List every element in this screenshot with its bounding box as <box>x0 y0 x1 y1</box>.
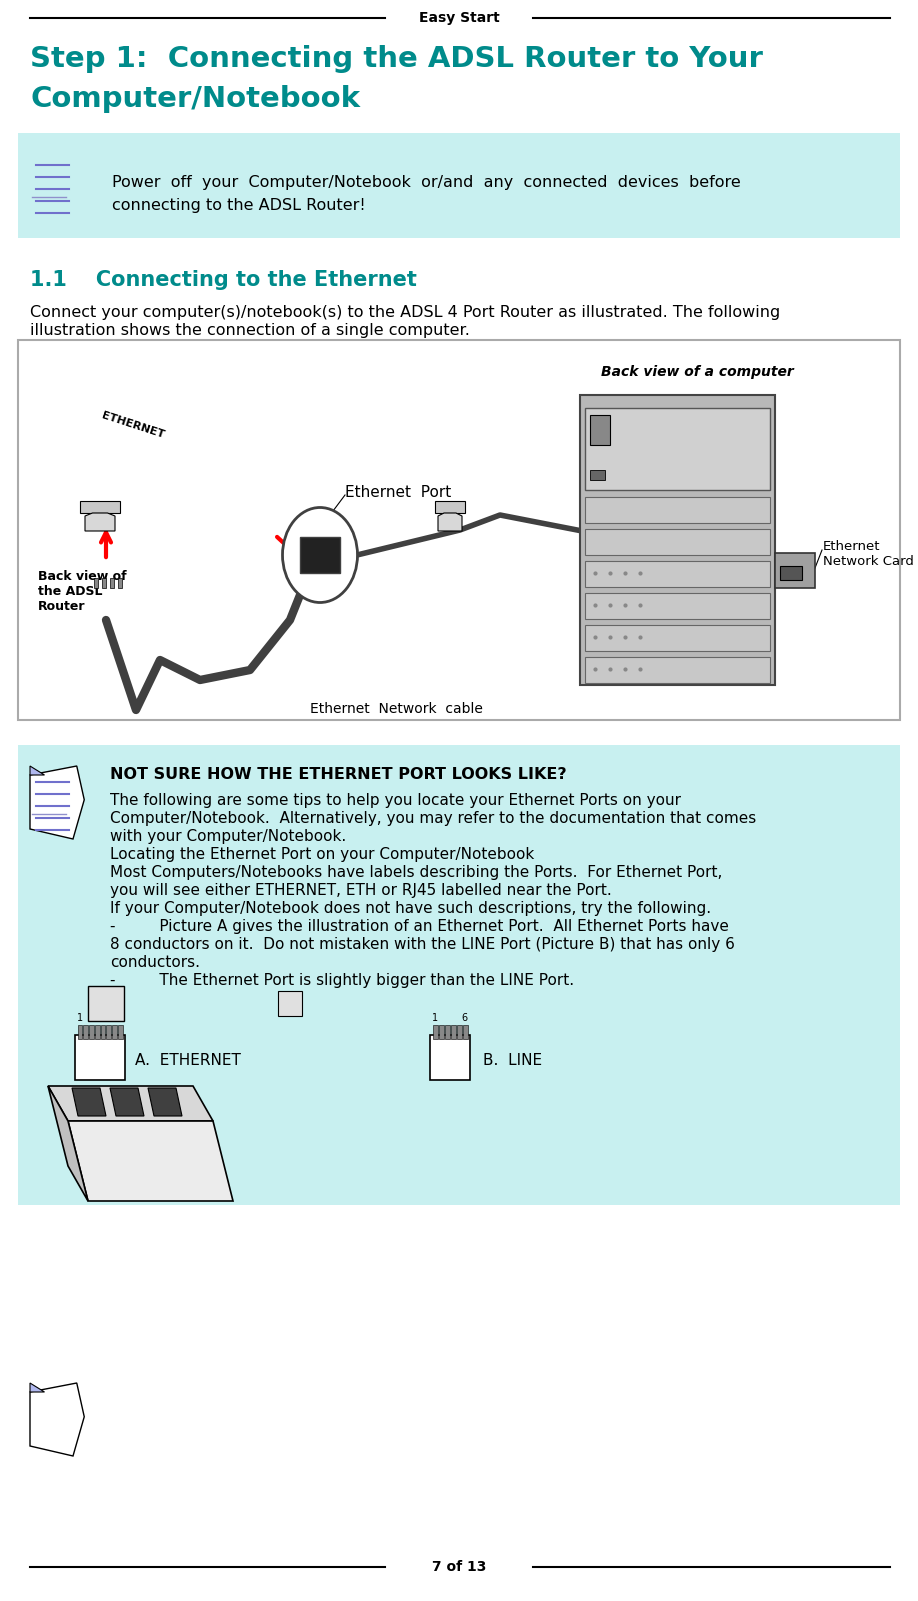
Text: with your Computer/Notebook.: with your Computer/Notebook. <box>110 829 346 844</box>
Text: Most Computers/Notebooks have labels describing the Ports.  For Ethernet Port,: Most Computers/Notebooks have labels des… <box>110 865 722 881</box>
Bar <box>300 536 340 573</box>
Text: NOT SURE HOW THE ETHERNET PORT LOOKS LIKE?: NOT SURE HOW THE ETHERNET PORT LOOKS LIK… <box>110 767 566 781</box>
Polygon shape <box>278 991 302 1017</box>
Polygon shape <box>48 1085 213 1121</box>
Text: Back view of a computer: Back view of a computer <box>600 365 793 379</box>
Polygon shape <box>110 1089 144 1116</box>
Bar <box>432 1025 438 1039</box>
Polygon shape <box>148 1089 182 1116</box>
Bar <box>94 578 98 588</box>
Text: Ethernet
Network Card: Ethernet Network Card <box>823 540 914 568</box>
Bar <box>590 471 605 480</box>
FancyBboxPatch shape <box>580 395 775 685</box>
FancyBboxPatch shape <box>775 552 815 588</box>
Bar <box>118 578 122 588</box>
Text: 7 of 13: 7 of 13 <box>431 1559 487 1574</box>
Bar <box>112 1025 117 1039</box>
Bar <box>75 1034 125 1081</box>
Bar <box>463 1025 467 1039</box>
FancyBboxPatch shape <box>585 528 770 556</box>
Text: B.  LINE: B. LINE <box>483 1052 543 1068</box>
Polygon shape <box>30 1383 84 1455</box>
Text: Locating the Ethernet Port on your Computer/Notebook: Locating the Ethernet Port on your Compu… <box>110 847 534 861</box>
FancyBboxPatch shape <box>585 560 770 588</box>
FancyBboxPatch shape <box>585 624 770 652</box>
Bar <box>451 1025 455 1039</box>
Text: illustration shows the connection of a single computer.: illustration shows the connection of a s… <box>30 323 470 338</box>
Polygon shape <box>85 512 115 532</box>
Text: 1.1    Connecting to the Ethernet: 1.1 Connecting to the Ethernet <box>30 271 417 290</box>
Text: you will see either ETHERNET, ETH or RJ45 labelled near the Port.: you will see either ETHERNET, ETH or RJ4… <box>110 884 611 898</box>
FancyBboxPatch shape <box>18 744 900 1206</box>
Bar <box>780 567 802 580</box>
Bar <box>89 1025 94 1039</box>
Text: Computer/Notebook: Computer/Notebook <box>30 85 360 114</box>
Text: Back view of
the ADSL
Router: Back view of the ADSL Router <box>38 570 127 613</box>
Text: Step 1:  Connecting the ADSL Router to Your: Step 1: Connecting the ADSL Router to Yo… <box>30 45 763 74</box>
Polygon shape <box>80 501 120 512</box>
Text: 1: 1 <box>77 1013 84 1023</box>
Polygon shape <box>72 1089 106 1116</box>
Text: A.  ETHERNET: A. ETHERNET <box>135 1052 241 1068</box>
Text: If your Computer/Notebook does not have such descriptions, try the following.: If your Computer/Notebook does not have … <box>110 901 711 916</box>
Bar <box>106 1025 111 1039</box>
Text: -         Picture A gives the illustration of an Ethernet Port.  All Ethernet Po: - Picture A gives the illustration of an… <box>110 919 729 933</box>
Bar <box>102 578 106 588</box>
Bar <box>430 1034 470 1081</box>
Text: Connect your computer(s)/notebook(s) to the ADSL 4 Port Router as illustrated. T: Connect your computer(s)/notebook(s) to … <box>30 306 780 320</box>
Text: 6: 6 <box>462 1013 468 1023</box>
Text: Ethernet  Port: Ethernet Port <box>345 485 452 500</box>
FancyBboxPatch shape <box>18 339 900 720</box>
Polygon shape <box>438 512 462 532</box>
Bar <box>456 1025 462 1039</box>
Polygon shape <box>435 501 465 512</box>
Polygon shape <box>30 1383 44 1391</box>
Ellipse shape <box>283 508 357 602</box>
FancyBboxPatch shape <box>585 408 770 490</box>
Polygon shape <box>68 1121 233 1201</box>
Polygon shape <box>30 765 44 775</box>
Text: 8 conductors on it.  Do not mistaken with the LINE Port (Picture B) that has onl: 8 conductors on it. Do not mistaken with… <box>110 937 735 953</box>
Bar <box>590 415 610 445</box>
FancyBboxPatch shape <box>18 133 900 239</box>
Text: The following are some tips to help you locate your Ethernet Ports on your: The following are some tips to help you … <box>110 792 681 809</box>
Text: 8: 8 <box>117 1013 123 1023</box>
Text: ETHERNET: ETHERNET <box>100 410 165 440</box>
Text: Ethernet  Network  cable: Ethernet Network cable <box>310 701 483 716</box>
Text: Computer/Notebook.  Alternatively, you may refer to the documentation that comes: Computer/Notebook. Alternatively, you ma… <box>110 812 756 826</box>
Text: 1: 1 <box>432 1013 438 1023</box>
Bar <box>95 1025 99 1039</box>
Text: connecting to the ADSL Router!: connecting to the ADSL Router! <box>112 199 365 213</box>
Bar <box>84 1025 88 1039</box>
Polygon shape <box>88 986 124 1021</box>
Text: Power  off  your  Computer/Notebook  or/and  any  connected  devices  before: Power off your Computer/Notebook or/and … <box>112 175 741 191</box>
FancyBboxPatch shape <box>585 656 770 684</box>
Polygon shape <box>30 765 84 839</box>
FancyBboxPatch shape <box>585 496 770 524</box>
Text: -         The Ethernet Port is slightly bigger than the LINE Port.: - The Ethernet Port is slightly bigger t… <box>110 973 574 988</box>
Bar <box>118 1025 122 1039</box>
Text: Easy Start: Easy Start <box>419 11 499 26</box>
Bar <box>444 1025 450 1039</box>
Bar <box>439 1025 443 1039</box>
FancyBboxPatch shape <box>585 592 770 620</box>
Polygon shape <box>48 1085 88 1201</box>
Text: conductors.: conductors. <box>110 956 200 970</box>
Bar <box>110 578 114 588</box>
Bar <box>77 1025 83 1039</box>
Bar <box>100 1025 106 1039</box>
